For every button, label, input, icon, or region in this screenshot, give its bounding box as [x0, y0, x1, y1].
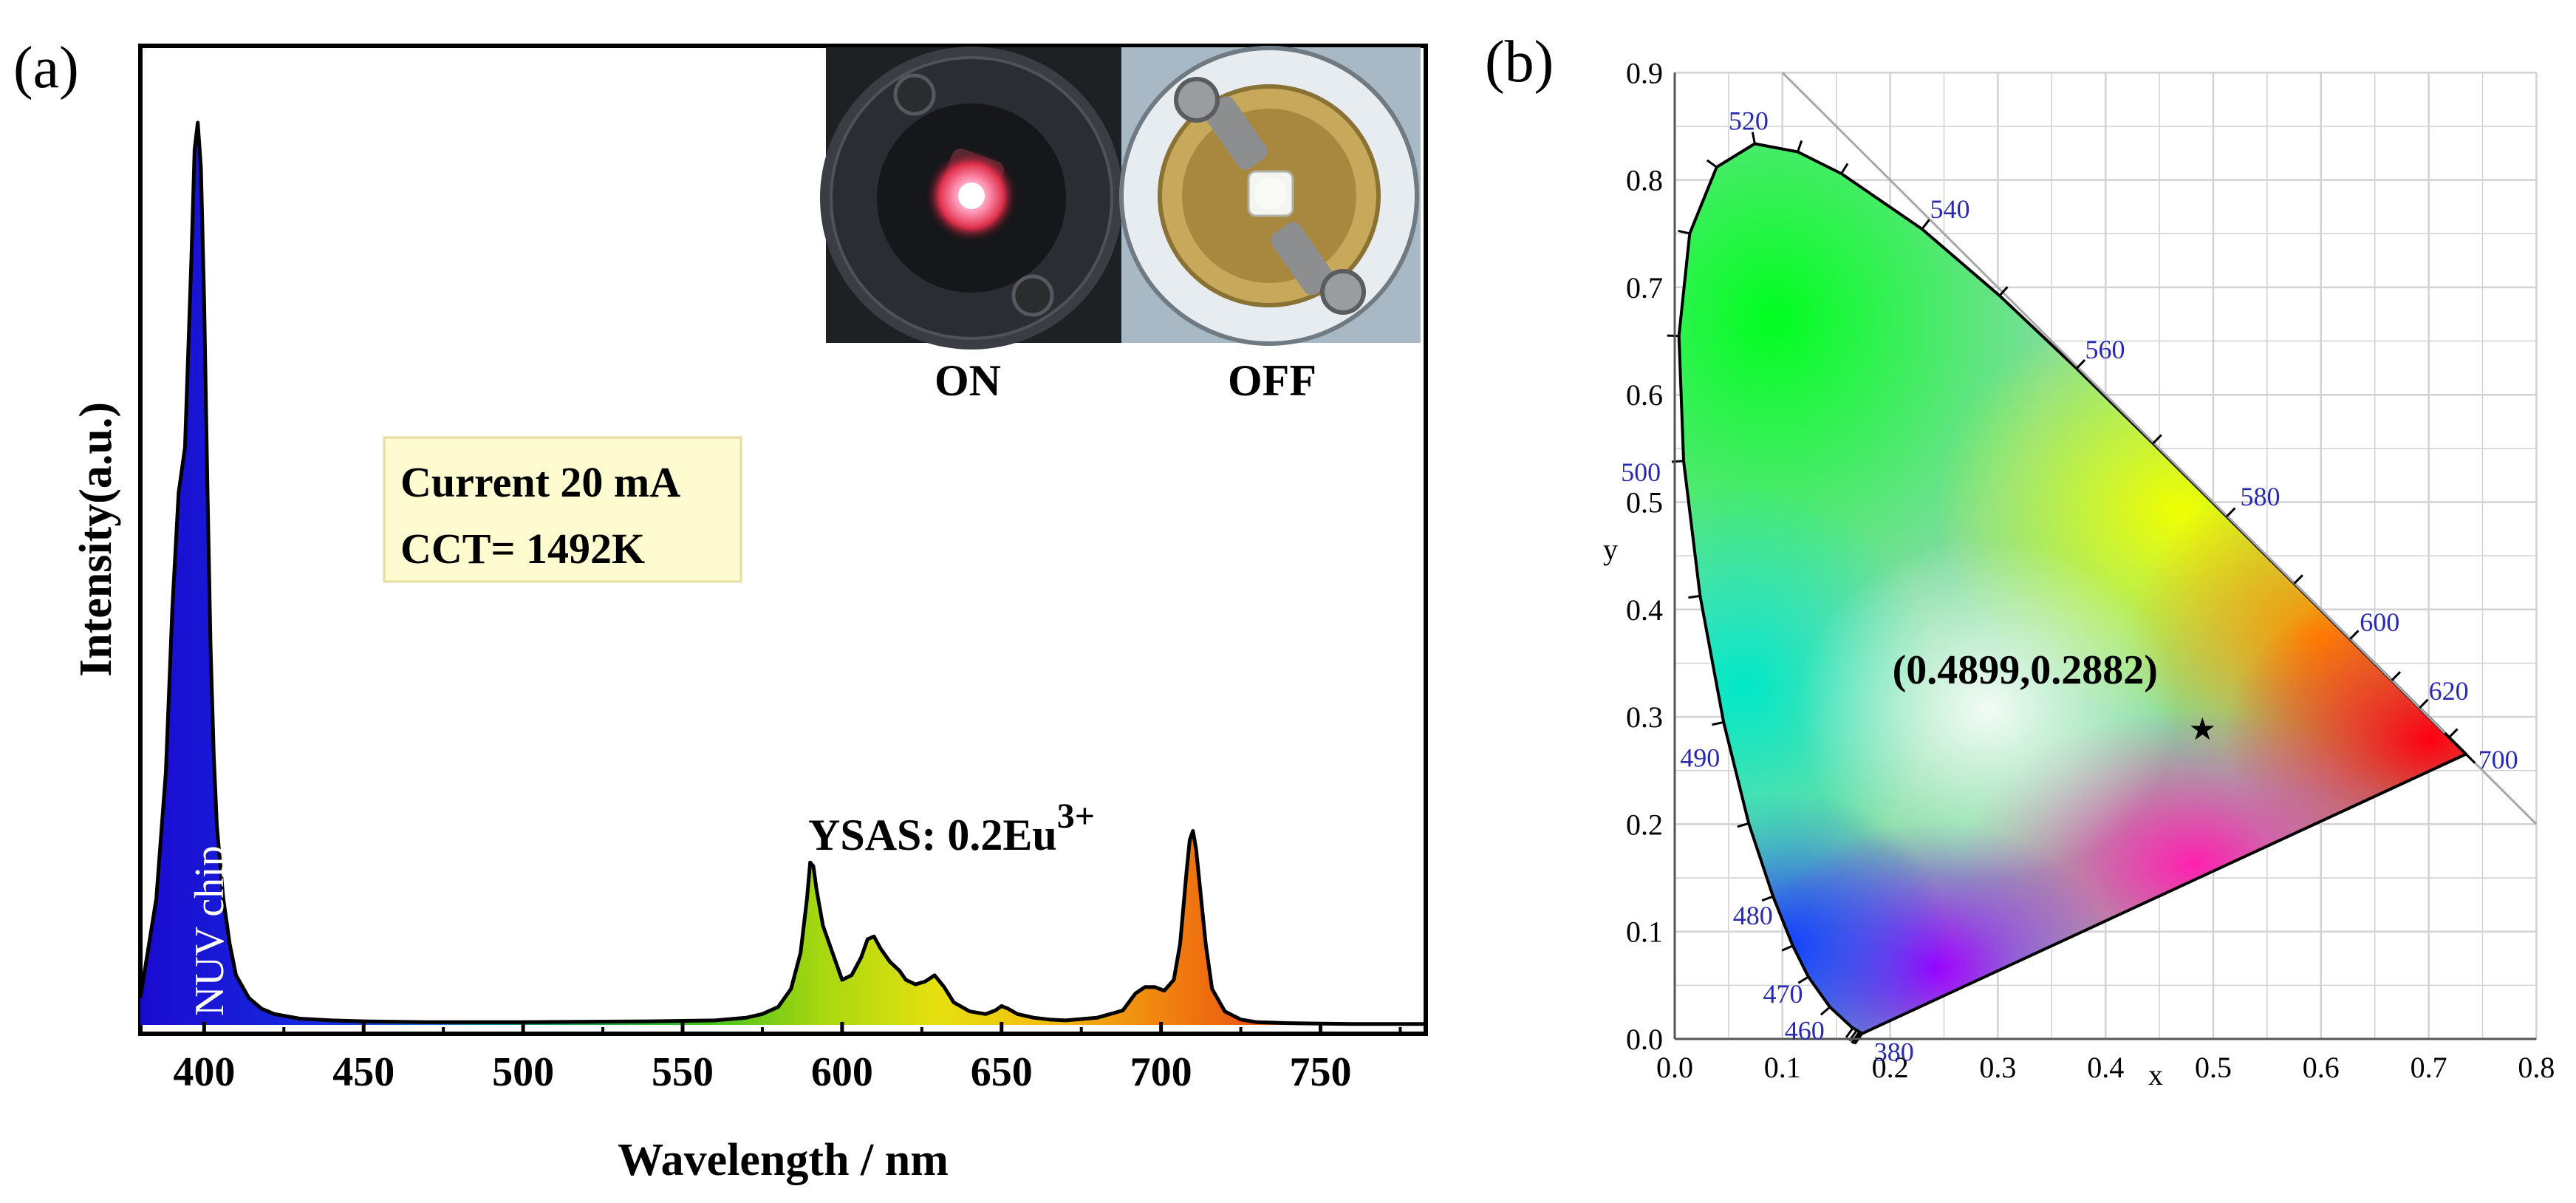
cie-locus-tick: [1762, 896, 1773, 900]
cie-locus-tick: [2392, 672, 2400, 680]
phosphor-label-superscript: 3+: [1057, 797, 1095, 836]
spectrum-x-tick-label: 700: [1130, 1049, 1192, 1095]
led-photo-off: [1121, 47, 1421, 344]
cie-y-tick-label: 0.4: [1626, 593, 1663, 627]
cie-locus-tick: [1798, 140, 1802, 151]
led-on-screw-bottom: [1014, 276, 1052, 315]
cie-locus-tick: [1707, 160, 1717, 167]
cie-y-tick-label: 0.0: [1626, 1023, 1663, 1056]
spectrum-x-tick-label: 550: [652, 1049, 714, 1095]
cie-y-tick-label: 0.5: [1626, 486, 1663, 519]
cie-y-tick-label: 0.7: [1626, 271, 1663, 304]
cie-wavelength-label: 560: [2085, 335, 2125, 364]
cie-x-tick-label: 0.3: [1979, 1051, 2016, 1084]
nuv-chip-label: NUV chip: [187, 845, 233, 1016]
cie-locus-tick: [1821, 1007, 1830, 1015]
spectrum-x-tick-label: 650: [971, 1049, 1033, 1095]
panel-a-label: (a): [13, 35, 79, 100]
led-off-lens: [1254, 177, 1287, 210]
cie-y-tick-label: 0.6: [1626, 378, 1663, 412]
spectrum-x-tick-label: 400: [173, 1049, 235, 1095]
cie-wavelength-label: 520: [1729, 106, 1769, 136]
cie-locus-tick: [2449, 729, 2457, 737]
cie-x-tick-label: 0.7: [2411, 1051, 2447, 1084]
cie-y-tick-label: 0.9: [1626, 56, 1663, 89]
led-on-core: [958, 183, 985, 209]
cie-wavelength-label: 580: [2240, 482, 2280, 511]
cie-locus-tick: [2419, 700, 2428, 708]
cie-x-tick-label: 0.5: [2195, 1051, 2232, 1084]
spectrum-x-label: Wavelength / nm: [618, 1135, 949, 1185]
cie-x-tick-label: 0.8: [2518, 1051, 2555, 1084]
inset-on-label: ON: [935, 356, 1001, 405]
cie-y-tick-label: 0.2: [1626, 808, 1663, 841]
cie-wavelength-label: 600: [2360, 607, 2399, 637]
spectrum-chart: 400 450 500 550 600 650 700 750 Wavelength / nm…: [71, 46, 1426, 1185]
chromaticity-label: (0.4899,0.2882): [1893, 647, 2158, 693]
spectrum-x-tick-label: 750: [1290, 1049, 1352, 1095]
led-off-screw-top: [1176, 79, 1217, 120]
legend-current: Current 20 mA: [400, 458, 680, 506]
cie-locus-tick: [1842, 163, 1848, 174]
cie-locus-tick: [1712, 722, 1724, 724]
panel-b-label: (b): [1485, 30, 1554, 95]
cie-y-label: y: [1603, 533, 1618, 566]
cie-locus-tick: [1782, 946, 1793, 950]
spectrum-y-label: Intensity(a.u.): [71, 402, 121, 677]
cie-wavelength-label: 700: [2478, 745, 2518, 774]
cie-wavelength-label: 620: [2429, 676, 2469, 706]
cie-locus-tick: [2153, 435, 2161, 443]
spectrum-x-tick-label: 600: [811, 1049, 873, 1095]
cie-locus-tick: [2295, 575, 2303, 583]
cie-y-tick-label: 0.1: [1626, 916, 1663, 949]
spectrum-x-tick-label: 500: [492, 1049, 554, 1095]
cie-locus-tick: [1678, 231, 1690, 233]
led-on-screw-top: [895, 75, 934, 114]
cie-x-tick-label: 0.6: [2303, 1051, 2340, 1084]
cie-locus-tick: [1672, 461, 1684, 462]
phosphor-label-text: YSAS: 0.2Eu: [808, 811, 1057, 859]
led-photo-on: [820, 47, 1123, 350]
cie-locus-tick: [1922, 219, 1930, 229]
chromaticity-star-icon: ★: [2188, 713, 2216, 747]
legend-box: Current 20 mA CCT= 1492K: [384, 437, 741, 582]
cie-wavelength-label: 540: [1930, 194, 1970, 224]
cie-locus-tick: [2350, 630, 2358, 638]
cie-locus-tick: [2227, 508, 2235, 517]
cie-y-tick-label: 0.3: [1626, 701, 1663, 734]
led-off-screw-bottom: [1322, 271, 1364, 313]
cie-wavelength-label: 380: [1874, 1037, 1914, 1066]
inset-off-label: OFF: [1228, 356, 1316, 405]
cie-wavelength-label: 470: [1763, 979, 1803, 1009]
cie-x-label: x: [2148, 1058, 2163, 1091]
legend-cct: CCT= 1492K: [400, 525, 645, 573]
cie-locus-tick: [2077, 360, 2085, 369]
spectrum-x-tick-label: 450: [332, 1049, 394, 1095]
cie-wavelength-label: 480: [1733, 901, 1773, 930]
cie-x-tick-label: 0.4: [2087, 1051, 2124, 1084]
cie-y-tick-label: 0.8: [1626, 164, 1663, 197]
cie-fill-white: [1795, 539, 2179, 879]
cie-wavelength-label: 490: [1680, 743, 1720, 772]
cie-x-tick-label: 0.1: [1764, 1051, 1801, 1084]
cie-wavelength-label: 460: [1785, 1015, 1825, 1045]
cie-wavelength-label: 500: [1621, 457, 1661, 487]
cie-locus-tick: [1688, 596, 1700, 597]
